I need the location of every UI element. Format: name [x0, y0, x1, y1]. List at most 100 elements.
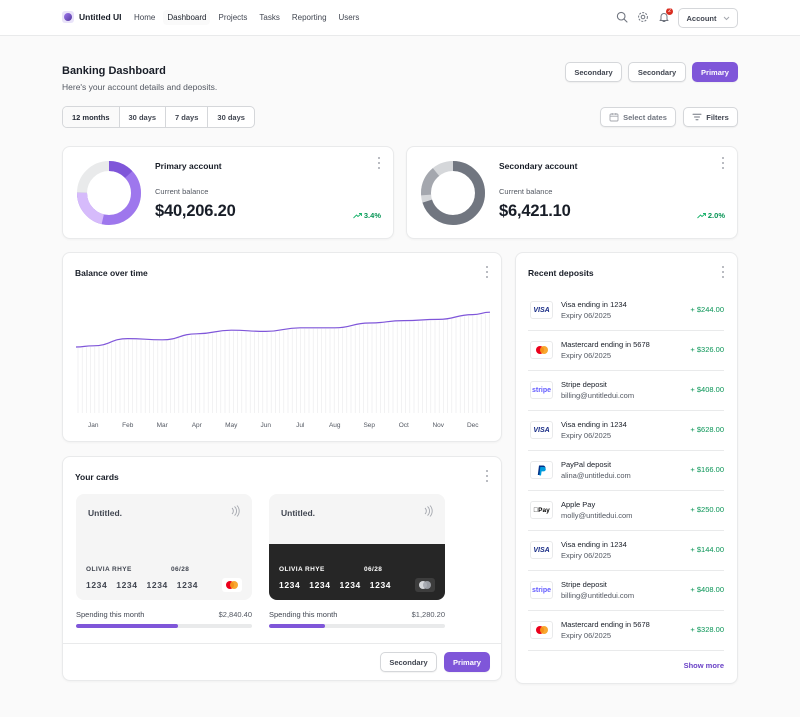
deposit-row[interactable]: Mastercard ending in 5678 Expiry 06/2025 +…	[528, 331, 724, 371]
deposit-row[interactable]: VISA Visa ending in 1234 Expiry 06/2025 + $…	[528, 411, 724, 451]
app-logo[interactable]: Untitled UI	[62, 11, 122, 23]
account-dropdown[interactable]: Account	[678, 8, 738, 28]
deposit-amount: + $408.00	[690, 385, 724, 394]
primary-account-ring	[77, 161, 141, 225]
secondary-balance-label: Current balance	[499, 187, 553, 196]
deposit-amount: + $144.00	[690, 545, 724, 554]
deposit-title: Visa ending in 1234	[561, 300, 627, 309]
deposit-row[interactable]: PayPal deposit alina@untitledui.com + $166…	[528, 451, 724, 491]
calendar-icon	[609, 113, 619, 122]
balance-chart-card: Balance over time Jan Feb Mar Apr May Jun Jul A…	[62, 252, 502, 442]
primary-change-value: 3.4%	[363, 211, 381, 220]
cards-footer-divider	[63, 643, 501, 644]
recent-deposits-title: Recent deposits	[528, 268, 594, 278]
deposit-title: Mastercard ending in 5678	[561, 620, 650, 629]
main-nav: Home Dashboard Projects Tasks Reporting …	[130, 10, 363, 25]
secondary-account-card: Secondary account Current balance $6,421…	[406, 146, 738, 239]
card-number: 1234 1234 1234 1234	[86, 580, 199, 590]
cards-primary-button[interactable]: Primary	[444, 652, 490, 672]
deposit-row[interactable]: VISA Visa ending in 1234 Expiry 06/2025 + $…	[528, 531, 724, 571]
deposit-row[interactable]: VISA Visa ending in 1234 Expiry 06/2025 + $…	[528, 291, 724, 331]
deposit-subtitle: Expiry 06/2025	[561, 431, 612, 440]
month-tick-label: Feb	[122, 422, 134, 429]
search-icon[interactable]	[616, 11, 628, 23]
deposit-title: Stripe deposit	[561, 380, 607, 389]
deposit-amount: + $326.00	[690, 345, 724, 354]
balance-chart-more-icon[interactable]	[485, 266, 489, 278]
month-tick-label: Dec	[467, 422, 479, 429]
app-name: Untitled UI	[79, 12, 122, 22]
card-holder-name: OLIVIA RHYE	[279, 566, 325, 573]
mastercard-logo-icon	[415, 578, 435, 592]
page-subtitle: Here's your account details and deposits…	[62, 82, 218, 92]
deposit-amount: + $328.00	[690, 625, 724, 634]
header-secondary-button-1[interactable]: Secondary	[565, 62, 622, 82]
header-secondary-button-2[interactable]: Secondary	[628, 62, 686, 82]
header-primary-button[interactable]: Primary	[692, 62, 738, 82]
primary-balance-change: 3.4%	[353, 211, 381, 220]
deposit-row[interactable]: stripe Stripe deposit billing@untitledui.c…	[528, 371, 724, 411]
mastercard-logo-icon	[530, 621, 553, 639]
month-tick-label: Jan	[88, 422, 99, 429]
deposit-row[interactable]: Pay Apple Pay molly@untitledui.com + $250.…	[528, 491, 724, 531]
select-dates-button[interactable]: Select dates	[600, 107, 676, 127]
payment-card-1[interactable]: Untitled. OLIVIA RHYE 06/28 1234 1234 12…	[76, 494, 252, 600]
primary-account-more-icon[interactable]	[377, 157, 381, 169]
cards-secondary-button[interactable]: Secondary	[380, 652, 437, 672]
filters-label: Filters	[706, 112, 729, 122]
month-tick-label: Mar	[157, 422, 169, 429]
recent-deposits-panel: Recent deposits VISA Visa ending in 1234 E…	[515, 252, 738, 684]
month-tick-label: Jul	[296, 422, 305, 429]
show-more-link[interactable]: Show more	[683, 661, 724, 670]
month-tick-label: Oct	[399, 422, 409, 429]
nav-reporting[interactable]: Reporting	[291, 13, 327, 22]
top-icons: 2	[616, 8, 673, 23]
secondary-change-value: 2.0%	[707, 211, 725, 220]
deposit-title: PayPal deposit	[561, 460, 612, 469]
nav-users[interactable]: Users	[338, 13, 360, 22]
nav-home[interactable]: Home	[134, 13, 156, 22]
secondary-account-ring	[421, 161, 485, 225]
visa-logo-icon: VISA	[530, 421, 553, 439]
payment-card-2[interactable]: Untitled. OLIVIA RHYE 06/28 1234 1234 12…	[269, 494, 445, 600]
primary-balance-value: $40,206.20	[155, 202, 236, 220]
contactless-icon	[231, 505, 240, 517]
secondary-balance-change: 2.0%	[697, 211, 725, 220]
period-30-days-2[interactable]: 30 days	[217, 112, 245, 122]
nav-dashboard[interactable]: Dashboard	[163, 10, 211, 25]
deposit-row[interactable]: Mastercard ending in 5678 Expiry 06/2025 +…	[528, 611, 724, 651]
deposit-title: Visa ending in 1234	[561, 420, 627, 429]
deposit-title: Mastercard ending in 5678	[561, 340, 650, 349]
primary-account-name: Primary account	[155, 161, 222, 171]
your-cards-title: Your cards	[75, 472, 119, 482]
deposit-amount: + $244.00	[690, 305, 724, 314]
gear-icon[interactable]	[637, 11, 649, 23]
your-cards-panel: Your cards Untitled. OLIVIA RHYE 06/28 1…	[62, 456, 502, 681]
month-tick-label: Aug	[329, 422, 341, 429]
card-holder-name: OLIVIA RHYE	[86, 566, 132, 573]
trend-up-icon	[697, 212, 706, 218]
recent-deposits-more-icon[interactable]	[721, 266, 725, 278]
deposit-row[interactable]: stripe Stripe deposit billing@untitledui.c…	[528, 571, 724, 611]
period-7-days[interactable]: 7 days	[166, 107, 209, 127]
nav-tasks[interactable]: Tasks	[259, 13, 280, 22]
period-30-days[interactable]: 30 days	[120, 107, 167, 127]
card2-progress-fill	[269, 624, 326, 628]
deposit-title: Apple Pay	[561, 500, 596, 509]
period-12-months[interactable]: 12 months	[63, 107, 120, 127]
nav-projects[interactable]: Projects	[218, 13, 248, 22]
balance-series-line	[75, 311, 491, 348]
card1-spending-value: $2,840.40	[218, 610, 252, 619]
visa-logo-icon: VISA	[530, 301, 553, 319]
deposit-amount: + $250.00	[690, 505, 724, 514]
card1-spending-progress	[76, 624, 252, 628]
select-dates-label: Select dates	[623, 112, 667, 122]
filters-button[interactable]: Filters	[683, 107, 738, 127]
bell-icon[interactable]: 2	[658, 8, 673, 23]
page-title: Banking Dashboard	[62, 65, 166, 77]
month-tick-label: May	[225, 422, 238, 429]
card-expiry: 06/28	[171, 566, 190, 573]
deposit-subtitle: alina@untitledui.com	[561, 471, 631, 480]
your-cards-more-icon[interactable]	[485, 470, 489, 482]
secondary-account-more-icon[interactable]	[721, 157, 725, 169]
